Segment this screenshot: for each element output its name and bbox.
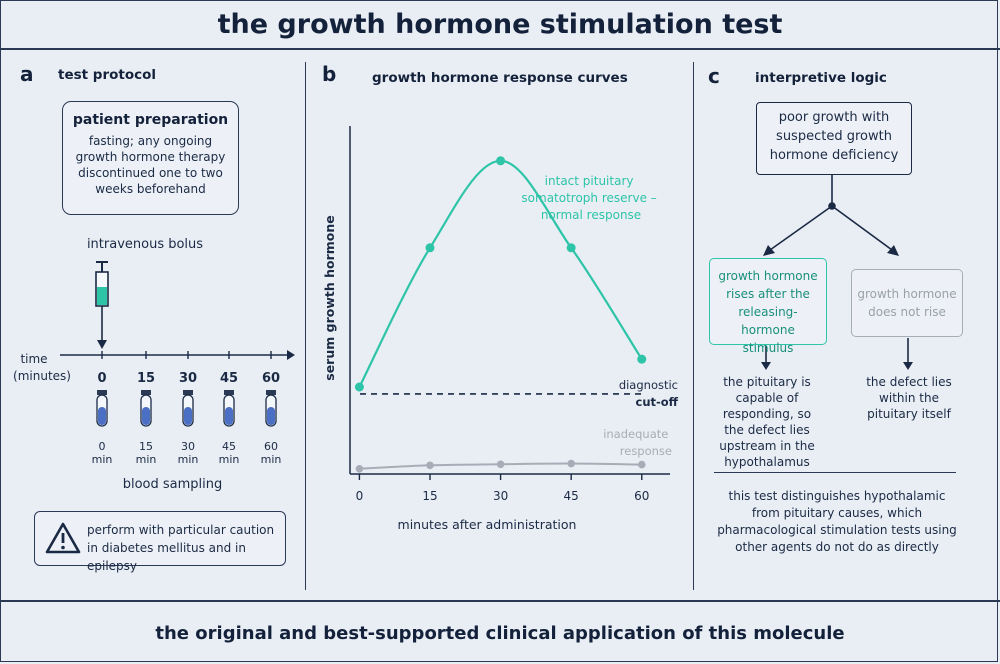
time-tick-0: 0: [97, 371, 106, 386]
bolus-label: intravenous bolus: [86, 237, 204, 252]
panel-c-letter: c: [708, 64, 720, 88]
pituitary-defect-text: the defect lies within the pituitary its…: [866, 375, 952, 421]
x-axis-label: minutes after administration: [398, 517, 577, 532]
blood-sampling-label: blood sampling: [122, 477, 223, 492]
x-tick-label: 45: [564, 489, 579, 503]
normal-response-points: [354, 156, 647, 392]
gh-no-rise-box: growth hormone does not rise: [851, 269, 963, 337]
normal-series-label: intact pituitary somatotroph reserve – n…: [521, 174, 660, 222]
panel-b-letter: b: [322, 62, 337, 86]
caution-text: perform with particular caution in diabe…: [87, 523, 275, 573]
caution-box: perform with particular caution in diabe…: [34, 511, 286, 573]
normal-response-point: [354, 382, 364, 392]
panel-divider-1: [305, 62, 306, 590]
protocol-timeline: time (minutes) 0 15 30 45 60 0 min 15: [13, 261, 295, 466]
x-tick-label: 30: [493, 489, 508, 503]
normal-response-point: [425, 243, 435, 253]
inadequate-series-label: inadequate response: [603, 427, 672, 458]
inadequate-response-point: [355, 464, 364, 473]
logic-connectors: [761, 174, 913, 370]
time-tick-45: 45: [220, 371, 238, 386]
panel-c-title: interpretive logic: [755, 70, 887, 86]
blood-tube-icon: [96, 390, 108, 427]
inadequate-response-point: [426, 461, 434, 470]
footer-caption: the original and best-supported clinical…: [0, 600, 1000, 664]
tube-unit-45: min: [219, 453, 240, 466]
summary-divider: [714, 472, 956, 473]
normal-response-point: [637, 354, 647, 364]
prep-title: patient preparation: [72, 112, 229, 128]
suspected-deficiency-box: poor growth with suspected growth hormon…: [756, 102, 912, 175]
tube-unit-0: min: [92, 453, 113, 466]
response-chart: serum growth hormone minutes after admin…: [322, 126, 679, 532]
x-tick-label: 0: [356, 489, 364, 503]
tube-time-45: 45: [222, 440, 236, 453]
tube-unit-30: min: [178, 453, 199, 466]
tube-time-60: 60: [264, 440, 278, 453]
syringe-icon: [95, 261, 109, 349]
inadequate-response-point: [496, 460, 505, 469]
x-ticks: 0 15 30 45 60: [356, 474, 649, 503]
summary-text: this test distinguishes hypothalamic fro…: [717, 489, 957, 554]
warning-icon: [45, 522, 81, 554]
y-axis-label: serum growth hormone: [322, 215, 337, 380]
gh-rises-text: growth hormone rises after the releasing…: [718, 269, 818, 355]
time-tick-60: 60: [262, 371, 280, 386]
blood-tube-icon: [140, 390, 152, 427]
prep-text: fasting; any ongoing growth hormone ther…: [75, 134, 226, 196]
time-unit-label: (minutes): [13, 369, 71, 383]
time-ticks: [101, 351, 272, 359]
blood-tube-icon: [182, 390, 194, 427]
panel-a-letter: a: [20, 62, 34, 86]
suspected-deficiency-text: poor growth with suspected growth hormon…: [769, 110, 899, 163]
panel-a-title: test protocol: [58, 67, 157, 83]
cutoff-label-1: diagnostic: [619, 378, 678, 392]
patient-preparation-box: patient preparation fasting; any ongoing…: [62, 101, 239, 215]
tube-time-15: 15: [139, 440, 153, 453]
gh-no-rise-text: growth hormone does not rise: [857, 287, 957, 319]
time-label: time: [20, 352, 47, 366]
inadequate-response-point: [637, 460, 646, 469]
x-tick-label: 60: [634, 489, 649, 503]
inadequate-response-points: [355, 459, 646, 473]
normal-response-point: [496, 156, 506, 166]
blood-tube-icon: [265, 390, 277, 427]
cutoff-label-2: cut-off: [636, 395, 679, 409]
tube-unit-60: min: [261, 453, 282, 466]
figure-title: the growth hormone stimulation test: [0, 0, 1000, 50]
tube-unit-15: min: [136, 453, 157, 466]
panel-b-title: growth hormone response curves: [372, 70, 628, 86]
time-axis-arrow: [287, 350, 295, 360]
gh-rises-box: growth hormone rises after the releasing…: [709, 258, 827, 355]
time-tick-30: 30: [179, 371, 197, 386]
blood-tube-icon: [223, 390, 235, 427]
x-tick-label: 15: [422, 489, 437, 503]
panel-divider-2: [693, 62, 694, 590]
inadequate-response-point: [567, 459, 575, 468]
tube-time-0: 0: [99, 440, 106, 453]
upstream-defect-text: the pituitary is capable of responding, …: [719, 375, 815, 469]
tube-time-30: 30: [181, 440, 195, 453]
time-tick-15: 15: [137, 371, 155, 386]
normal-response-point: [566, 243, 576, 253]
